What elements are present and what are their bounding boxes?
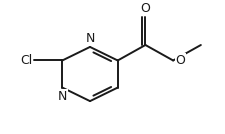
Text: N: N: [85, 32, 94, 45]
Text: O: O: [174, 54, 184, 67]
Text: N: N: [57, 90, 67, 103]
Text: O: O: [140, 2, 150, 15]
Text: Cl: Cl: [20, 54, 32, 67]
